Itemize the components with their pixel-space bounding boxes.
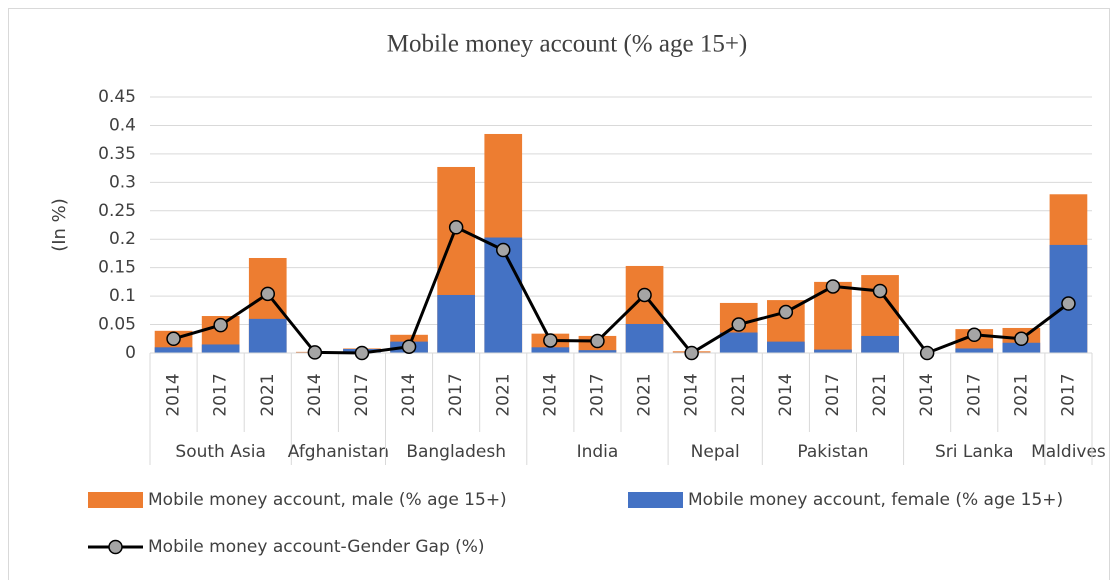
- gap-marker: [590, 333, 605, 349]
- group-label: Bangladesh: [406, 442, 506, 462]
- gap-marker: [354, 345, 370, 361]
- gap-marker: [213, 317, 228, 333]
- gap-marker: [496, 242, 511, 258]
- gap-marker: [967, 327, 982, 343]
- gap-marker: [637, 287, 652, 303]
- y-tick-label: 0.15: [98, 258, 136, 278]
- gap-marker: [307, 345, 323, 360]
- x-tick-label: 2017: [446, 373, 466, 416]
- bar: [719, 332, 758, 353]
- y-tick-label: 0.05: [98, 315, 136, 335]
- gap-marker: [448, 220, 464, 235]
- legend-label: Mobile money account, male (% age 15+): [148, 490, 507, 510]
- legend-label: Mobile money account, female (% age 15+): [688, 490, 1063, 510]
- y-tick-label: 0.1: [109, 286, 136, 306]
- x-tick-label: 2017: [587, 373, 607, 416]
- x-tick-label: 2021: [870, 373, 890, 416]
- x-tick-label: 2017: [1058, 373, 1078, 416]
- gap-marker: [166, 331, 181, 347]
- chart-border: [8, 8, 1110, 580]
- gap-marker: [872, 283, 888, 299]
- gap-marker: [543, 333, 558, 348]
- x-tick-label: 2014: [164, 373, 184, 416]
- gap-marker: [919, 345, 935, 361]
- x-tick-label: 2021: [493, 373, 513, 416]
- group-label: India: [577, 442, 619, 462]
- gap-marker: [731, 317, 746, 332]
- bar: [1002, 342, 1041, 353]
- y-tick-label: 0.4: [109, 115, 136, 135]
- group-label: Nepal: [691, 442, 740, 462]
- bar: [578, 350, 617, 353]
- bar: [248, 318, 287, 353]
- x-tick-label: 2017: [352, 373, 372, 416]
- x-tick-label: 2017: [964, 373, 984, 416]
- legend-marker: [108, 539, 123, 555]
- x-tick-label: 2021: [729, 373, 749, 416]
- x-tick-label: 2014: [399, 373, 419, 416]
- bar: [861, 335, 899, 353]
- bar: [437, 294, 475, 353]
- bar: [955, 348, 994, 353]
- y-tick-label: 0: [125, 343, 136, 363]
- bar: [201, 344, 240, 353]
- bar: [625, 323, 664, 353]
- y-tick-label: 0.2: [109, 229, 136, 249]
- group-label: Pakistan: [797, 442, 868, 462]
- x-tick-label: 2014: [917, 373, 937, 416]
- x-tick-label: 2021: [635, 373, 655, 416]
- x-tick-label: 2014: [305, 373, 325, 416]
- chart-title: Mobile money account (% age 15+): [387, 31, 748, 58]
- gap-marker: [260, 286, 275, 302]
- gap-marker: [1014, 331, 1029, 347]
- x-tick-label: 2014: [540, 373, 560, 416]
- x-tick-label: 2014: [776, 373, 796, 416]
- group-label: Afghanistan: [288, 442, 389, 462]
- bar: [814, 349, 852, 353]
- legend-swatch: [628, 492, 683, 508]
- gap-marker: [684, 345, 699, 361]
- y-axis-label: (In %): [49, 198, 70, 252]
- group-label: Maldives: [1031, 442, 1106, 462]
- gap-line: [173, 225, 1070, 355]
- gap-marker: [825, 279, 841, 294]
- gap-marker: [1061, 296, 1076, 311]
- bar: [154, 347, 193, 353]
- x-tick-label: 2017: [211, 373, 231, 416]
- y-tick-label: 0.3: [109, 172, 136, 192]
- y-tick-label: 0.45: [98, 87, 136, 107]
- y-tick-label: 0.35: [98, 144, 136, 164]
- x-tick-label: 2014: [682, 373, 702, 416]
- group-label: Sri Lanka: [935, 442, 1014, 462]
- gap-marker: [778, 304, 794, 320]
- x-tick-label: 2021: [1011, 373, 1031, 416]
- x-tick-label: 2021: [258, 373, 278, 416]
- x-tick-label: 2017: [823, 373, 843, 416]
- legend-swatch: [88, 492, 143, 508]
- group-label: South Asia: [175, 442, 265, 462]
- gap-marker: [401, 339, 417, 354]
- bar: [767, 341, 805, 353]
- y-tick-label: 0.25: [98, 201, 136, 221]
- legend-label: Mobile money account-Gender Gap (%): [148, 537, 485, 557]
- bar: [531, 347, 570, 353]
